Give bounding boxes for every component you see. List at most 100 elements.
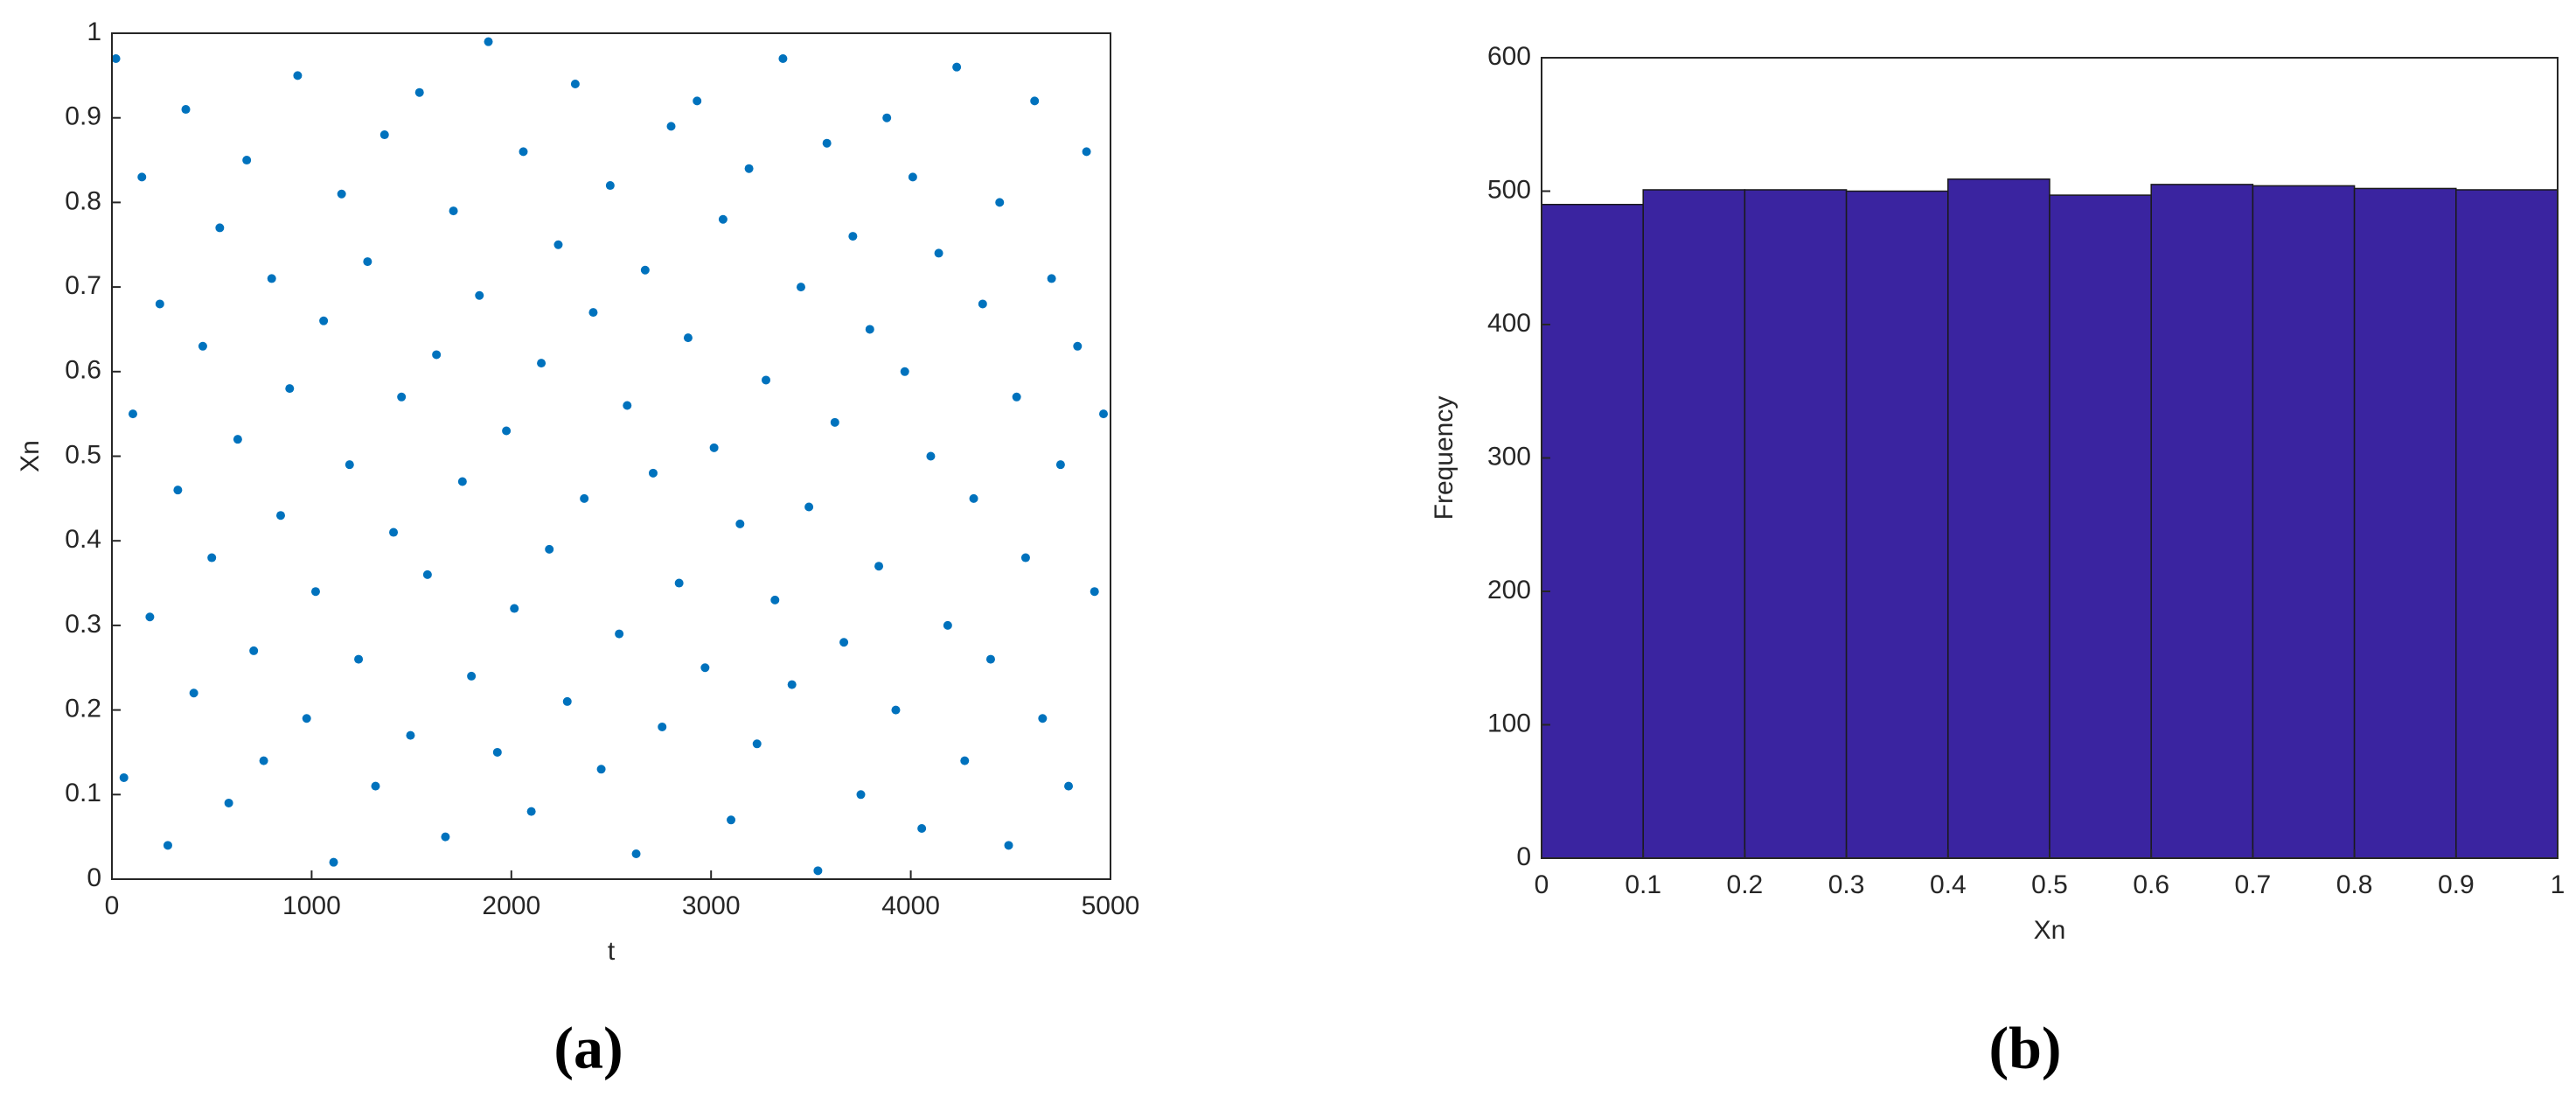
y-tick-label: 200 (1487, 576, 1531, 604)
point (735, 519, 745, 528)
point (960, 756, 970, 765)
point (526, 807, 536, 816)
y-tick-label: 0.8 (65, 186, 101, 215)
x-tick-label: 0.8 (2336, 870, 2373, 899)
y-tick-label: 100 (1487, 709, 1531, 737)
point (1004, 841, 1013, 850)
x-tick-label: 0.2 (1727, 870, 1764, 899)
x-tick-label: 0.5 (2031, 870, 2068, 899)
point (882, 113, 892, 122)
point (537, 359, 547, 368)
point (596, 765, 606, 774)
point (397, 392, 407, 402)
x-tick-label: 0.6 (2133, 870, 2169, 899)
point (900, 367, 909, 376)
y-tick-label: 1 (87, 17, 101, 46)
point (762, 375, 771, 385)
x-tick-label: 0.1 (1625, 870, 1661, 899)
point (952, 62, 962, 72)
point (189, 688, 198, 698)
point (615, 629, 624, 639)
point (137, 172, 147, 182)
y-tick-label: 500 (1487, 175, 1531, 204)
point (570, 80, 580, 89)
point (310, 587, 320, 597)
x-axis-label: t (608, 937, 616, 966)
point (492, 747, 502, 757)
point (658, 722, 667, 731)
point (337, 189, 346, 199)
point (580, 493, 589, 503)
point (163, 841, 172, 850)
point (1055, 460, 1065, 470)
point (457, 477, 467, 486)
point (128, 409, 137, 419)
y-tick-label: 0.3 (65, 610, 101, 639)
point (562, 696, 572, 706)
point (249, 646, 259, 655)
point (354, 654, 364, 664)
point (683, 333, 693, 343)
point (484, 37, 493, 46)
point (406, 730, 415, 740)
point (778, 54, 788, 64)
point (787, 680, 797, 689)
y-axis-label: Frequency (1430, 396, 1459, 521)
x-tick-label: 0.4 (1930, 870, 1967, 899)
point (267, 274, 276, 283)
point (207, 553, 217, 562)
point (813, 866, 823, 876)
point (1020, 553, 1030, 562)
bar (1744, 189, 1848, 859)
point (1090, 587, 1099, 597)
point (198, 341, 207, 351)
point (908, 172, 917, 182)
y-tick-label: 0.7 (65, 271, 101, 300)
y-tick-label: 0.5 (65, 440, 101, 469)
point (985, 654, 995, 664)
point (155, 299, 164, 309)
caption: (a) (553, 1015, 623, 1081)
point (822, 138, 832, 148)
point (693, 96, 702, 106)
point (917, 823, 927, 833)
point (874, 562, 884, 571)
point (414, 87, 424, 97)
point (111, 54, 121, 64)
point (674, 578, 684, 588)
point (215, 223, 225, 233)
point (519, 147, 528, 157)
bar (2455, 189, 2559, 859)
point (181, 105, 191, 115)
point (145, 612, 155, 622)
y-tick-label: 0.2 (65, 695, 101, 723)
x-tick-label: 5000 (1082, 891, 1140, 920)
point (796, 283, 805, 292)
x-tick-label: 0.9 (2438, 870, 2475, 899)
x-tick-label: 1 (2551, 870, 2566, 899)
point (285, 384, 295, 394)
point (943, 620, 952, 630)
point (319, 316, 329, 325)
point (839, 638, 849, 647)
x-tick-label: 4000 (881, 891, 940, 920)
point (275, 511, 285, 521)
caption: (b) (1988, 1015, 2061, 1081)
x-tick-label: 0 (1535, 870, 1549, 899)
point (510, 604, 519, 613)
x-axis-label: Xn (2034, 916, 2066, 945)
point (389, 528, 399, 537)
bar (1947, 178, 2050, 859)
point (173, 486, 183, 495)
point (934, 248, 943, 258)
point (1047, 274, 1056, 283)
bar (1845, 190, 1949, 859)
point (432, 350, 442, 360)
point (363, 257, 372, 267)
y-tick-label: 0 (1516, 842, 1531, 871)
x-tick-label: 1000 (282, 891, 341, 920)
point (242, 156, 252, 165)
point (119, 772, 129, 782)
point (718, 214, 728, 224)
